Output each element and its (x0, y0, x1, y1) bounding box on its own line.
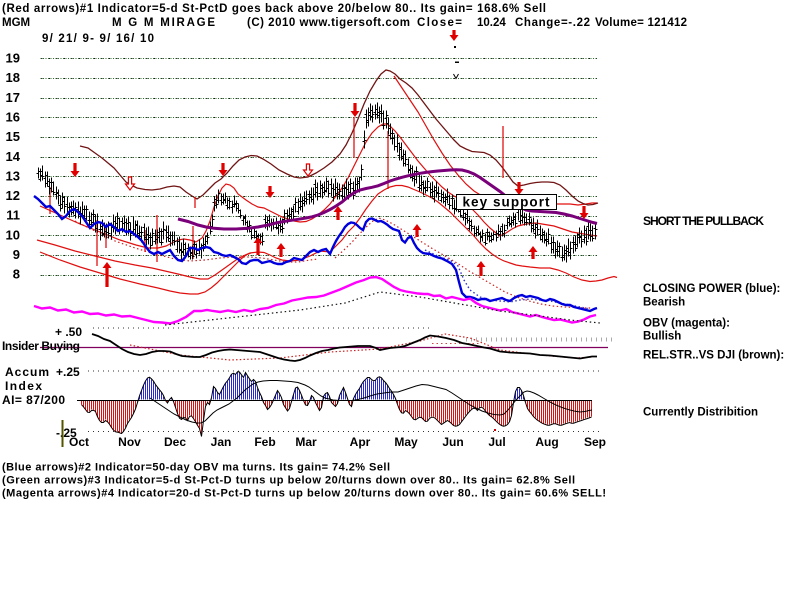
svg-text:13: 13 (6, 168, 20, 183)
svg-text:Jan: Jan (211, 435, 232, 449)
svg-text:Mar: Mar (295, 435, 317, 449)
svg-text:15: 15 (6, 129, 20, 144)
svg-text:+.25: +.25 (56, 365, 80, 379)
svg-text:Feb: Feb (254, 435, 275, 449)
svg-text:10.24: 10.24 (477, 17, 506, 29)
svg-text:Close=: Close= (417, 17, 462, 29)
svg-text:19: 19 (6, 51, 20, 66)
svg-text:M G M MIRAGE: M G M MIRAGE (112, 17, 215, 29)
svg-text:(C) 2010 www.tigersoft.com: (C) 2010 www.tigersoft.com (247, 17, 410, 29)
svg-text:Dec: Dec (164, 435, 186, 449)
svg-text:Jun: Jun (442, 435, 463, 449)
svg-text:9: 9 (13, 247, 20, 262)
svg-text:Currently Distribition: Currently Distribition (643, 407, 758, 419)
svg-text:MGM: MGM (2, 17, 30, 29)
svg-text:(Red arrows)#1 Indicator=5-d S: (Red arrows)#1 Indicator=5-d St-PctD goe… (2, 3, 546, 15)
svg-text:SHORT THE PULLBACK: SHORT THE PULLBACK (643, 214, 764, 228)
svg-text:(Blue arrows)#2 Indicator=50-d: (Blue arrows)#2 Indicator=50-day OBV ma … (2, 462, 390, 474)
svg-text:CLOSING POWER (blue):: CLOSING POWER (blue): (643, 283, 780, 295)
svg-text:Index: Index (5, 379, 42, 393)
svg-text:Bullish: Bullish (643, 331, 681, 343)
svg-text:REL.STR..VS DJI (brown):: REL.STR..VS DJI (brown): (643, 350, 784, 362)
svg-text:9/ 21/ 9- 9/ 16/ 10: 9/ 21/ 9- 9/ 16/ 10 (42, 33, 154, 45)
svg-text:Oct: Oct (69, 435, 89, 449)
svg-text:-.25: -.25 (56, 426, 77, 440)
svg-text:14: 14 (6, 149, 21, 164)
svg-text:Nov: Nov (118, 435, 141, 449)
svg-text:Change=-.22: Change=-.22 (515, 17, 590, 29)
svg-text:Aug: Aug (535, 435, 558, 449)
svg-text:May: May (394, 435, 418, 449)
svg-text:key support: key support (463, 195, 551, 210)
svg-text:11: 11 (6, 208, 20, 223)
svg-text:16: 16 (6, 109, 20, 124)
svg-text:Sep: Sep (584, 435, 606, 449)
svg-text:18: 18 (6, 70, 20, 85)
svg-text:8: 8 (13, 267, 20, 282)
svg-text:Bearish: Bearish (643, 297, 685, 309)
svg-text:AI= 87/200: AI= 87/200 (2, 393, 65, 407)
svg-text:Jul: Jul (488, 435, 505, 449)
svg-text:Accum: Accum (5, 365, 49, 379)
svg-text:Volume= 121412: Volume= 121412 (595, 17, 687, 29)
svg-text:OBV (magenta):: OBV (magenta): (643, 318, 730, 330)
svg-text:+ .50: + .50 (55, 325, 82, 339)
svg-text:(Green arrows)#3 Indicator=5-d: (Green arrows)#3 Indicator=5-d St-Pct-D … (2, 475, 575, 487)
svg-text:12: 12 (6, 188, 20, 203)
svg-text:10: 10 (6, 227, 20, 242)
svg-text:17: 17 (6, 90, 20, 105)
svg-text:Insider Buying: Insider Buying (2, 339, 80, 353)
svg-text:(Magenta arrows)#4 Indicator=2: (Magenta arrows)#4 Indicator=20-d St-Pct… (2, 488, 606, 500)
svg-text:Apr: Apr (350, 435, 371, 449)
